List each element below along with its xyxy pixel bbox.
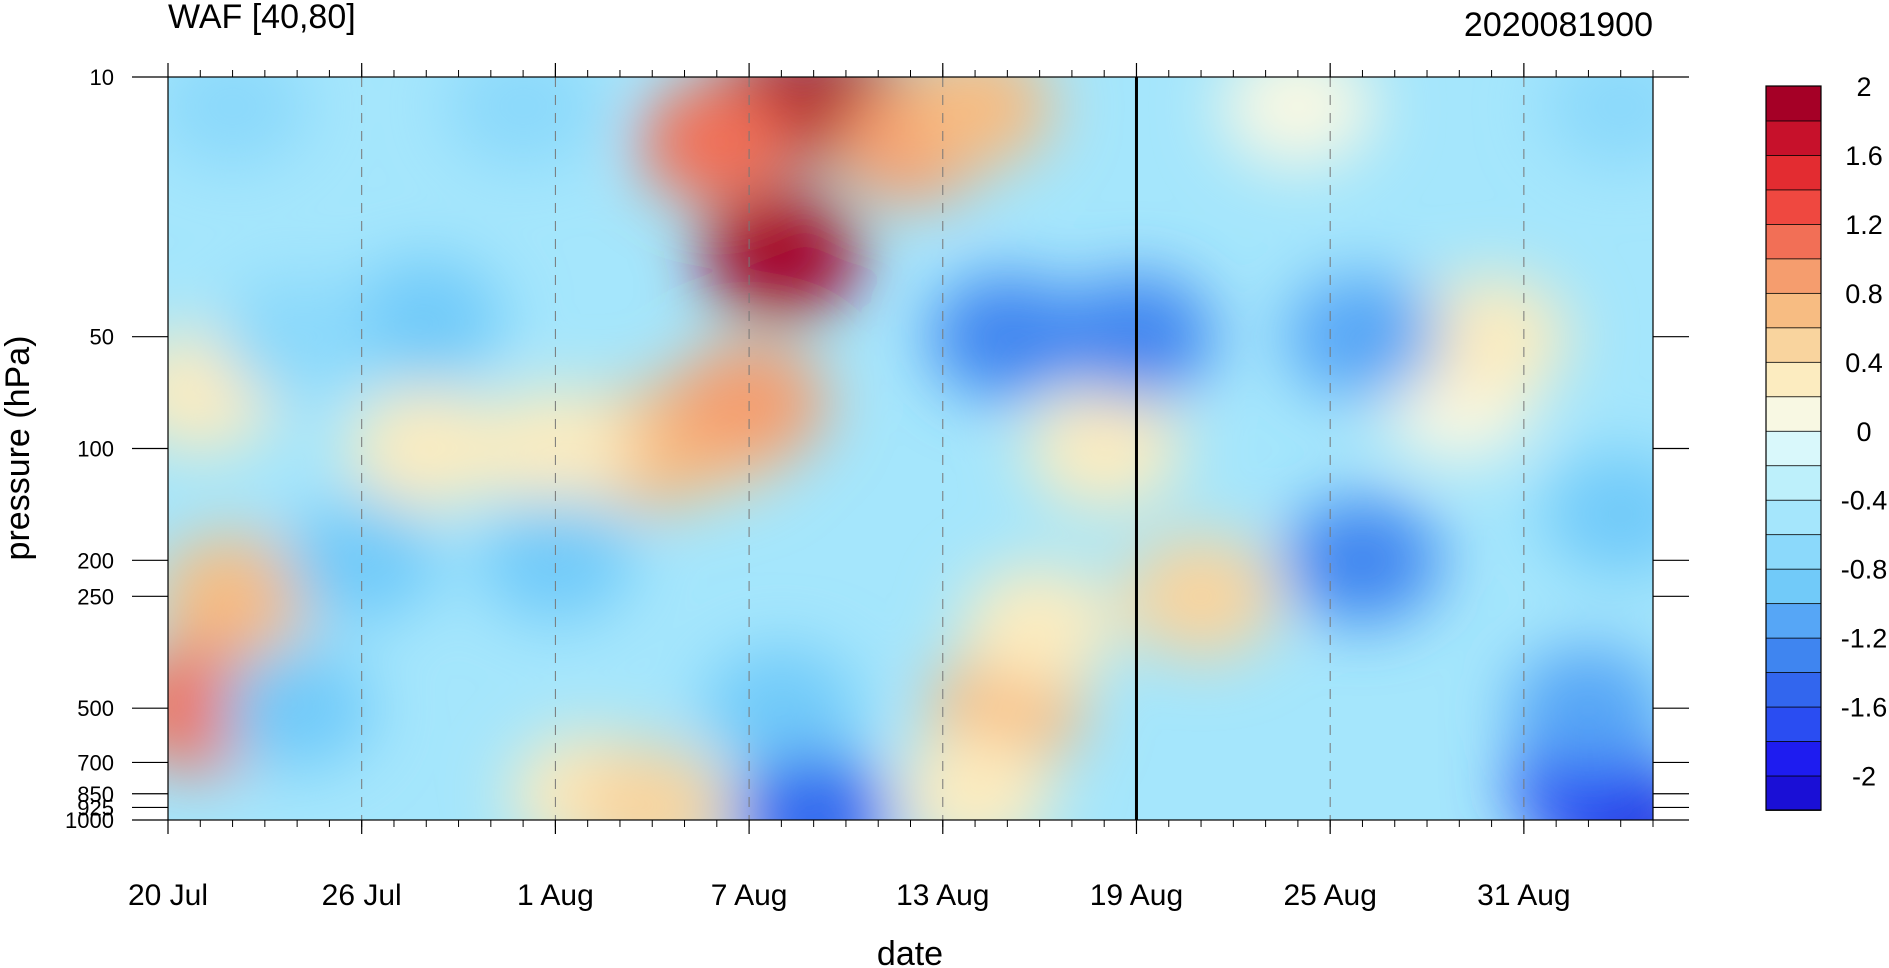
field-blob [348, 257, 505, 382]
field-blob [168, 534, 311, 659]
field-blob [1542, 451, 1653, 576]
field-blob [1510, 646, 1653, 771]
colorbar-box [1765, 189, 1822, 225]
y-tick-label: 10 [90, 65, 114, 90]
field-blob [961, 563, 1118, 688]
field-blob [1542, 77, 1653, 169]
y-tick-label: 250 [77, 584, 114, 609]
colorbar-box [1765, 326, 1822, 363]
colorbar-label: 1.6 [1845, 141, 1883, 171]
x-axis-ticks: 20 Jul 26 Jul 1 Aug 7 Aug 13 Aug 19 Aug 25 Aug… [128, 63, 1654, 912]
field-blob [735, 754, 892, 820]
colorbar-box [1765, 740, 1822, 777]
colorbar-box [1765, 120, 1822, 156]
colorbar-label: -0.8 [1841, 555, 1888, 585]
field-blob [445, 77, 602, 169]
chart-title-right: 2020081900 [1464, 6, 1653, 44]
colorbar-box [1765, 499, 1822, 536]
x-axis-label: date [877, 935, 943, 968]
field-blob [1284, 498, 1441, 623]
colorbar-label: -2 [1852, 762, 1876, 792]
colorbar-box [1765, 464, 1822, 501]
colorbar-frame [1765, 85, 1822, 811]
y-tick-label: 50 [90, 325, 114, 350]
field-blob [283, 498, 440, 623]
colorbar-box [1765, 671, 1822, 708]
field-blob [703, 646, 860, 771]
colorbar-label: -0.4 [1841, 486, 1888, 516]
contour-field [168, 77, 1653, 820]
field-blob [703, 192, 860, 317]
field-blob [1123, 534, 1280, 659]
field-blob [1413, 274, 1570, 399]
x-tick-label: 31 Aug [1477, 879, 1570, 912]
x-tick-label: 1 Aug [517, 879, 594, 912]
field-blob [219, 646, 376, 771]
x-tick-label: 13 Aug [896, 879, 989, 912]
field-blob [897, 77, 1054, 169]
y-tick-label: 700 [77, 750, 114, 775]
field-blob [897, 731, 1054, 820]
colorbar-box [1765, 223, 1822, 260]
field-blob [638, 80, 795, 205]
y-tick-label: 850 [77, 782, 114, 807]
colorbar-label: 0.4 [1845, 348, 1883, 378]
colorbar-box [1765, 637, 1822, 673]
field-blob [1026, 386, 1183, 511]
field-blob [1219, 77, 1376, 169]
colorbar-label: 0.8 [1845, 279, 1883, 309]
field-blob [219, 274, 376, 399]
colorbar-box [1765, 154, 1822, 191]
field-blob [929, 274, 1086, 399]
field-blob [168, 77, 311, 169]
y-tick-label: 1000 [65, 808, 114, 833]
field-blob [348, 386, 505, 511]
x-tick-label: 20 Jul [128, 879, 208, 912]
colorbar-label: 1.2 [1845, 210, 1883, 240]
colorbar-label: 2 [1856, 72, 1871, 102]
field-blob [477, 386, 634, 511]
x-tick-label: 7 Aug [711, 879, 788, 912]
x-tick-label: 25 Aug [1283, 879, 1376, 912]
colorbar-box [1765, 602, 1822, 639]
colorbar-label: -1.2 [1841, 624, 1888, 654]
colorbar-box [1765, 85, 1822, 122]
colorbar-box [1765, 361, 1822, 398]
y-tick-label: 100 [77, 437, 114, 462]
x-tick-label: 19 Aug [1090, 879, 1183, 912]
y-tick-label: 500 [77, 696, 114, 721]
colorbar-label: -1.6 [1841, 693, 1888, 723]
x-tick-label: 26 Jul [322, 879, 402, 912]
colorbar-box [1765, 395, 1822, 432]
colorbar-label: 0 [1856, 417, 1871, 447]
field-blob [1284, 274, 1441, 399]
colorbar-box [1765, 430, 1822, 467]
field-blob [574, 745, 731, 820]
colorbar-box [1765, 706, 1822, 742]
colorbar: 2 1.6 1.2 0.8 0.4 0 -0.4 -0.8 -1.2 -1.6 -2 [1765, 72, 1888, 811]
field-blob [477, 498, 634, 623]
y-tick-label: 925 [77, 795, 114, 820]
colorbar-box [1765, 257, 1822, 294]
y-tick-label: 200 [77, 548, 114, 573]
plot-area [168, 77, 1653, 820]
colorbar-box [1765, 568, 1822, 605]
colorbar-box [1765, 775, 1822, 811]
colorbar-box [1765, 292, 1822, 329]
colorbar-box [1765, 533, 1822, 570]
y-axis-label: pressure (hPa) [0, 336, 37, 561]
chart-title-left: WAF [40,80] [168, 0, 356, 36]
